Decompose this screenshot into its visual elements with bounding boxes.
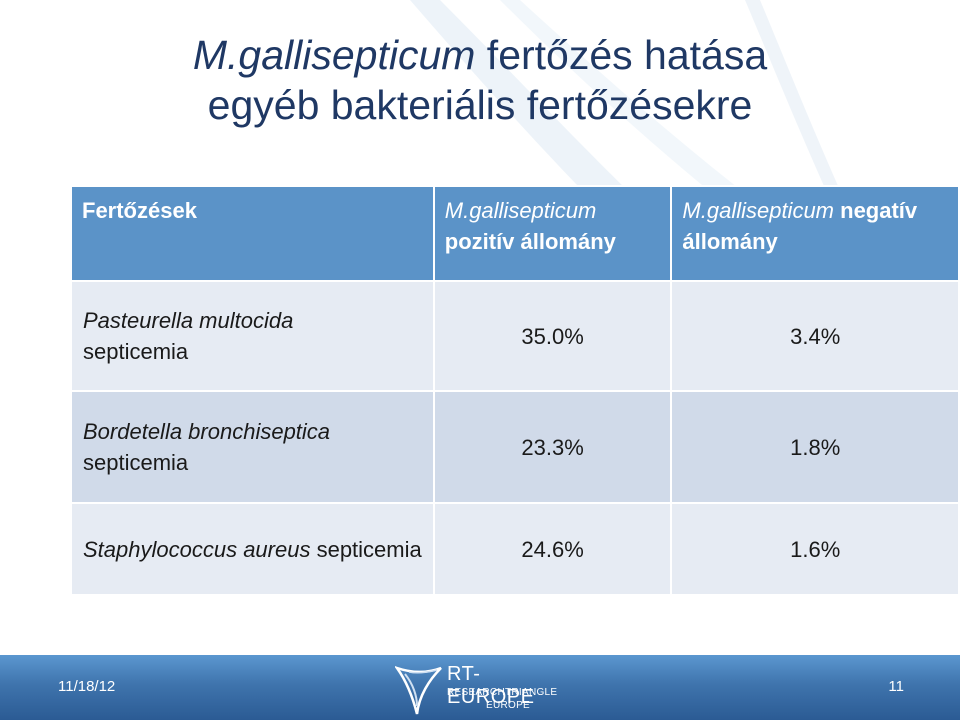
rt-europe-logo: RT-EUROPE RESEARCHTRIANGLE EUROPE [395,660,565,718]
header-negative-italic: M.gallisepticum [682,198,835,223]
logo-text-sub: RESEARCHTRIANGLE [447,687,558,698]
header-positive-rest: pozitív állomány [444,229,616,254]
table-header-row: Fertőzések M.gallisepticum pozitív állom… [70,185,960,282]
row-infection-cell: Staphylococcus aureus septicemia [70,502,435,596]
rt-europe-logo-icon [395,666,442,715]
table-row: Pasteurella multocida septicemia 35.0% 3… [70,280,960,392]
positive-value: 23.3% [432,390,673,504]
negative-value: 3.4% [670,280,960,392]
footer-date: 11/18/12 [58,678,116,695]
table-row: Bordetella bronchiseptica septicemia 23.… [70,390,960,504]
title-italic-part: M.gallisepticum [192,32,476,78]
slide-number: 11 [888,678,904,695]
infection-table: Fertőzések M.gallisepticum pozitív állom… [70,185,960,596]
logo-text-main: RT-EUROPE [447,663,535,708]
infection-name-italic: Pasteurella multocida [83,308,294,333]
negative-value: 1.8% [670,390,960,504]
header-negative: M.gallisepticum negatív állomány [670,185,960,282]
title-line2: egyéb bakteriális fertőzésekre [207,82,753,128]
slide-title: M.gallisepticum fertőzés hatása egyéb ba… [40,30,920,130]
logo-text-europe: EUROPE [486,700,531,711]
row-infection-cell: Pasteurella multocida septicemia [70,280,435,392]
infection-name-rest: septicemia [310,536,422,562]
positive-value: 24.6% [432,502,673,596]
negative-value: 1.6% [670,502,960,596]
table-row: Staphylococcus aureus septicemia 24.6% 1… [70,502,960,596]
footer-bar [0,655,960,720]
infection-name-italic: Bordetella bronchiseptica [83,419,331,444]
header-positive: M.gallisepticum pozitív állomány [432,185,673,282]
infection-name-rest: septicemia [83,339,189,364]
header-negative-rest: negatív állomány [682,198,918,254]
positive-value: 35.0% [432,280,673,392]
header-positive-italic: M.gallisepticum [444,198,597,223]
infection-name-rest: septicemia [83,450,189,475]
header-infection: Fertőzések [70,185,435,282]
title-line1-rest: fertőzés hatása [475,32,768,78]
header-infection-label: Fertőzések [82,198,197,223]
row-infection-cell: Bordetella bronchiseptica septicemia [70,390,435,504]
infection-name-italic: Staphylococcus aureus [83,536,311,562]
